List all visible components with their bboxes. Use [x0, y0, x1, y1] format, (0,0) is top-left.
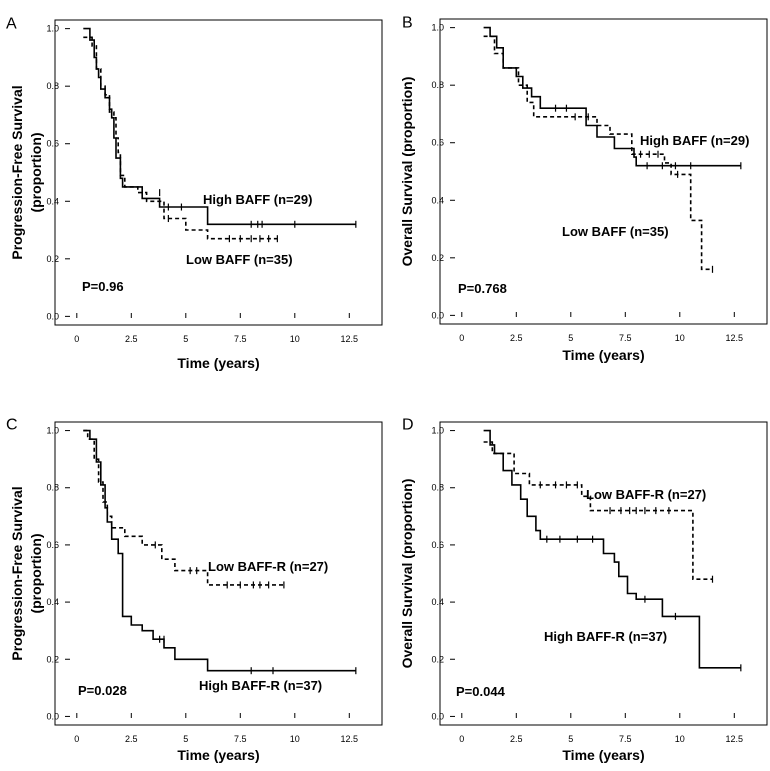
panel-d-series-label: High BAFF-R (n=37) [544, 629, 667, 644]
panel-d-ytick-label: 0.8 [431, 483, 444, 493]
panel-a-xtick-label: 12.5 [341, 334, 359, 344]
panel-a-pvalue: P=0.96 [82, 279, 124, 294]
panel-c-xtick-label: 5 [183, 734, 188, 744]
panel-c-ytick-label: 0.0 [46, 711, 59, 721]
panel-b-xlabel: Time (years) [562, 347, 644, 363]
panel-c-ytick-label: 1.0 [46, 426, 59, 436]
panel-c-letter: C [6, 416, 18, 433]
panel-c-series-label: Low BAFF-R (n=27) [208, 559, 328, 574]
panel-a-ytick-label: 0.2 [46, 254, 59, 264]
panel-c-series-label: High BAFF-R (n=37) [199, 678, 322, 693]
panel-a-ytick-label: 0.8 [46, 81, 59, 91]
panel-a-ytick-label: 1.0 [46, 24, 59, 34]
panel-d-ytick-label: 1.0 [431, 426, 444, 436]
panel-a-xtick-label: 2.5 [125, 334, 138, 344]
panel-b-letter: B [402, 14, 413, 31]
panel-b-ytick-label: 1.0 [431, 23, 444, 33]
panel-d-ytick-label: 0.0 [431, 711, 444, 721]
panel-c-xtick-label: 2.5 [125, 734, 138, 744]
panel-b-series-solid-line [483, 26, 741, 167]
panel-c-xtick-label: 10 [290, 734, 300, 744]
panel-c-ytick-label: 0.4 [46, 597, 59, 607]
panel-d-ytick-label: 0.2 [431, 654, 444, 664]
panel-c-ytick-label: 0.8 [46, 483, 59, 493]
panel-a-xtick-label: 10 [290, 334, 300, 344]
panel-b-xtick-label: 2.5 [510, 333, 523, 343]
panel-d-xtick-label: 5 [568, 734, 573, 744]
panel-b-ytick-label: 0.4 [431, 195, 444, 205]
panel-d-xtick-label: 12.5 [726, 734, 744, 744]
panel-d-letter: D [402, 416, 414, 433]
panel-d-series-solid-line [483, 429, 741, 669]
panel-b-xtick-label: 7.5 [619, 333, 632, 343]
panel-b-ytick-label: 0.2 [431, 253, 444, 263]
panel-a-series-label: Low BAFF (n=35) [186, 252, 293, 267]
panel-a-xtick-label: 5 [183, 334, 188, 344]
panel-c-pvalue: P=0.028 [78, 683, 127, 698]
panel-c-ytick-label: 0.6 [46, 540, 59, 550]
panel-d-series-label: Low BAFF-R (n=27) [586, 487, 706, 502]
panel-d-xlabel: Time (years) [562, 747, 644, 763]
panel-c-ylabel: Progression-Free Survival [9, 486, 25, 660]
panel-a-ytick-label: 0.4 [46, 196, 59, 206]
panel-b-ytick-label: 0.6 [431, 138, 444, 148]
panel-d-frame [439, 421, 768, 726]
panel-a-letter: A [6, 15, 17, 32]
panel-b-xtick-label: 12.5 [726, 333, 744, 343]
panel-a-xtick-label: 7.5 [234, 334, 247, 344]
panel-d-pvalue: P=0.044 [456, 684, 506, 699]
panel-c-series-solid-line [83, 429, 356, 672]
panel-b-xtick-label: 0 [459, 333, 464, 343]
panel-d-ytick-label: 0.6 [431, 540, 444, 550]
panel-b-xtick-label: 10 [675, 333, 685, 343]
panel-d-xtick-label: 7.5 [619, 734, 632, 744]
panel-a-xlabel: Time (years) [177, 355, 259, 371]
panel-d-series-dashed-line [483, 441, 713, 580]
panel-d-ylabel: Overall Survival (proportion) [399, 479, 415, 669]
panel-c-frame [54, 421, 383, 726]
panel-c-xtick-label: 0 [74, 734, 79, 744]
panel-a-ytick-label: 0.6 [46, 139, 59, 149]
panel-a-series-label: High BAFF (n=29) [203, 192, 312, 207]
panel-c-ylabel-2: (proportion) [28, 533, 44, 613]
panel-b-series-label: Low BAFF (n=35) [562, 224, 669, 239]
panel-b-series-label: High BAFF (n=29) [640, 133, 749, 148]
panel-a-xtick-label: 0 [74, 334, 79, 344]
panel-d-xtick-label: 10 [675, 734, 685, 744]
panel-b-ytick-label: 0.0 [431, 310, 444, 320]
panel-a-series-dashed-line [83, 36, 278, 240]
panel-d-xtick-label: 2.5 [510, 734, 523, 744]
panel-c-xtick-label: 12.5 [341, 734, 359, 744]
panel-c-ytick-label: 0.2 [46, 654, 59, 664]
panel-c-xtick-label: 7.5 [234, 734, 247, 744]
panel-b-pvalue: P=0.768 [458, 281, 507, 296]
panel-d-xtick-label: 0 [459, 734, 464, 744]
panel-a-ytick-label: 0.0 [46, 311, 59, 321]
panel-b-xtick-label: 5 [568, 333, 573, 343]
panel-b-frame [439, 18, 768, 325]
panel-a-frame [54, 19, 383, 326]
panel-c-xlabel: Time (years) [177, 747, 259, 763]
panel-b-ylabel: Overall Survival (proportion) [399, 77, 415, 267]
panel-a-ylabel-2: (proportion) [28, 132, 44, 212]
panel-a-ylabel: Progression-Free Survival [9, 85, 25, 259]
panel-d-ytick-label: 0.4 [431, 597, 444, 607]
panel-b-ytick-label: 0.8 [431, 80, 444, 90]
